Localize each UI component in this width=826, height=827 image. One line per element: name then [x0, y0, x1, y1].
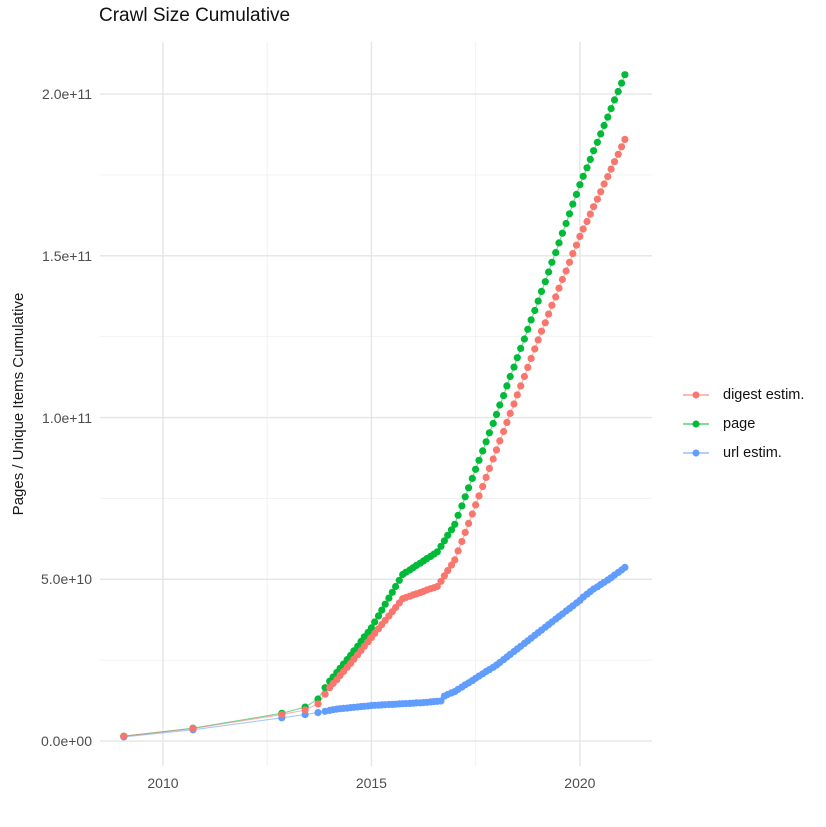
legend-label: url estim. [723, 444, 782, 461]
legend-label: digest estim. [723, 386, 805, 403]
legend: digest estim. page url estim. [683, 380, 804, 467]
series-line-digest-estim [123, 139, 626, 737]
y-tick-label: 1.5e+11 [42, 247, 92, 264]
gridlines-minor [100, 42, 652, 766]
x-tick-label: 2020 [564, 775, 596, 791]
y-tick-label: 0.0e+00 [41, 733, 92, 750]
legend-point-icon [692, 391, 700, 398]
legend-item-url-estim: url estim. [683, 438, 804, 467]
legend-point-icon [692, 420, 700, 427]
gridlines-major [100, 42, 652, 766]
legend-key-icon [683, 448, 709, 457]
legend-item-page: page [683, 409, 804, 438]
series-points-url-estim [120, 563, 629, 741]
legend-item-digest-estim: digest estim. [683, 380, 804, 409]
legend-point-icon [692, 449, 700, 456]
chart-title: Crawl Size Cumulative [99, 5, 291, 26]
y-tick-label: 2.0e+11 [42, 86, 92, 103]
x-tick-label: 2015 [355, 775, 387, 791]
y-tick-label: 1.0e+11 [42, 409, 92, 426]
x-tick-label: 2010 [147, 775, 179, 791]
legend-key-icon [683, 390, 709, 399]
legend-label: page [723, 415, 756, 432]
series-points-digest-estim [120, 135, 629, 740]
legend-key-icon [683, 419, 709, 428]
y-tick-label: 5.0e+10 [41, 571, 92, 588]
series-line-url-estim [123, 566, 626, 738]
